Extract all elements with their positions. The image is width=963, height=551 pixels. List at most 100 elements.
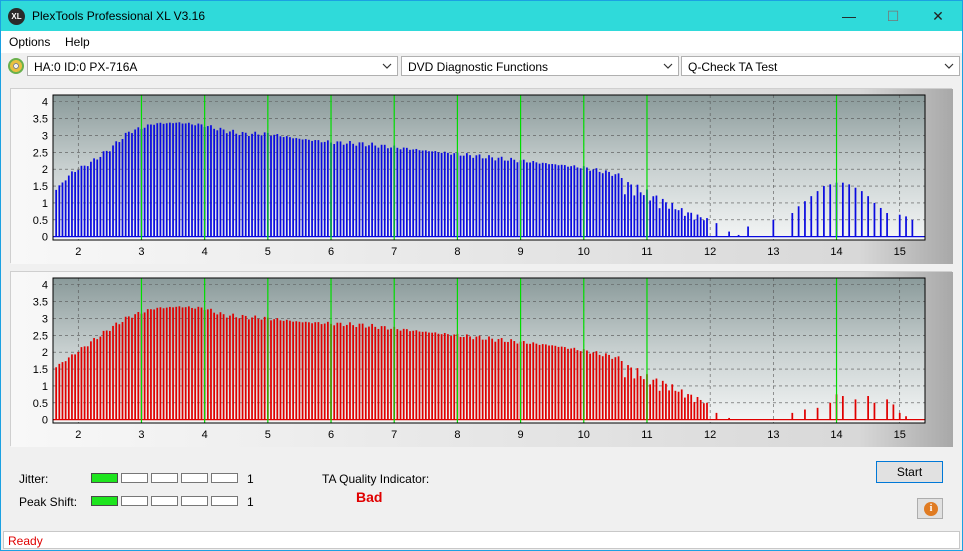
chart-bar	[270, 320, 272, 420]
x-tick-label: 12	[704, 429, 716, 441]
chart-bar	[655, 378, 658, 420]
chart-bar	[156, 123, 159, 237]
chart-bar	[421, 150, 424, 237]
chart-bar	[358, 323, 361, 420]
chart-bar	[273, 319, 276, 420]
chart-bar	[327, 321, 329, 420]
chart-bar	[134, 314, 137, 420]
chart-bar	[443, 151, 446, 237]
chart-bar	[728, 417, 730, 420]
chart-bar	[339, 322, 342, 420]
y-tick-label: 0	[42, 415, 48, 427]
chart-bar	[627, 182, 629, 237]
chart-bar	[693, 219, 696, 237]
chart-bar	[554, 164, 557, 237]
chart-bar	[358, 142, 361, 237]
chart-bar	[235, 133, 238, 237]
chart-bar	[109, 151, 111, 237]
chart-bar	[380, 144, 383, 237]
menu-help[interactable]: Help	[65, 35, 90, 49]
chart-bar	[257, 134, 260, 237]
chart-bar	[127, 316, 130, 420]
chart-bar	[232, 129, 234, 237]
x-tick-label: 12	[704, 246, 716, 258]
chart-bar	[620, 177, 623, 237]
chart-bar	[668, 208, 670, 237]
chart-bar	[841, 182, 844, 237]
chart-bar	[225, 133, 228, 237]
status-bar: Ready	[3, 531, 960, 549]
function-select[interactable]: DVD Diagnostic Functions	[401, 56, 679, 76]
drive-select[interactable]: HA:0 ID:0 PX-716A	[27, 56, 398, 76]
chart-bar	[405, 329, 408, 420]
chart-bar	[905, 416, 907, 420]
chart-bar	[99, 156, 102, 237]
chart-bar	[649, 384, 651, 420]
chart-bar	[191, 307, 193, 420]
chart-bar	[652, 196, 655, 237]
chart-bar	[510, 339, 512, 420]
chart-bar	[535, 162, 538, 237]
chart-bar	[292, 138, 294, 237]
chart-bar	[349, 322, 351, 420]
chart-bar	[342, 144, 345, 237]
info-icon: i	[924, 502, 938, 516]
chart-bar	[428, 332, 430, 420]
chart-bar	[181, 123, 184, 237]
chart-bar	[791, 412, 794, 420]
chart-bar	[854, 187, 857, 237]
minimize-button[interactable]: —	[842, 8, 856, 24]
chart-bar	[636, 368, 639, 420]
chart-bar	[210, 308, 212, 420]
chart-bar	[503, 341, 506, 420]
chart-bar	[639, 192, 642, 237]
y-tick-label: 0.5	[33, 215, 48, 227]
chart-bar	[418, 331, 421, 420]
chart-bar	[529, 162, 531, 237]
chart-bar	[383, 326, 386, 420]
chart-bar	[216, 314, 219, 420]
chart-bar	[146, 309, 149, 420]
chart-bar	[532, 161, 535, 237]
drive-select-value: HA:0 ID:0 PX-716A	[34, 60, 138, 74]
chart-bar	[617, 173, 620, 237]
close-button[interactable]: ✕	[932, 8, 944, 24]
jitter-label: Jitter:	[19, 472, 49, 486]
x-tick-label: 10	[578, 429, 590, 441]
chevron-down-icon	[663, 63, 673, 69]
chart-bar	[421, 331, 424, 420]
chart-bar	[522, 159, 525, 237]
chart-bar	[102, 330, 105, 420]
chart-bar	[503, 160, 506, 237]
chart-bar	[652, 379, 655, 420]
chart-bar	[377, 147, 380, 237]
chart-bar	[481, 158, 484, 237]
chart-bar	[83, 346, 86, 420]
title-bar[interactable]: XL PlexTools Professional XL V3.16 — ☐ ✕	[1, 1, 962, 31]
menu-bar: Options Help	[1, 31, 962, 53]
chart-bar	[450, 154, 452, 237]
menu-options[interactable]: Options	[9, 35, 51, 49]
x-tick-label: 10	[578, 246, 590, 258]
info-button[interactable]: i	[917, 498, 943, 519]
chart-bar	[497, 157, 500, 237]
chart-bar	[238, 135, 241, 237]
chart-bar	[661, 380, 664, 420]
chart-bar	[244, 315, 247, 420]
chart-bar	[475, 155, 478, 237]
chart-bar	[469, 336, 471, 420]
chart-bar	[522, 341, 525, 420]
meter-segment	[151, 473, 178, 483]
chart-bar	[345, 143, 348, 237]
chart-bar	[216, 130, 219, 237]
test-select[interactable]: Q-Check TA Test	[681, 56, 960, 76]
chart-bar	[791, 213, 794, 237]
chart-bar	[254, 131, 257, 237]
chart-bar	[96, 339, 99, 420]
chart-bar	[270, 135, 272, 237]
start-button[interactable]: Start	[876, 461, 943, 483]
maximize-button[interactable]: ☐	[886, 8, 900, 24]
chart-bar	[665, 383, 667, 420]
plot-border	[52, 277, 926, 424]
chart-bar	[311, 323, 313, 420]
